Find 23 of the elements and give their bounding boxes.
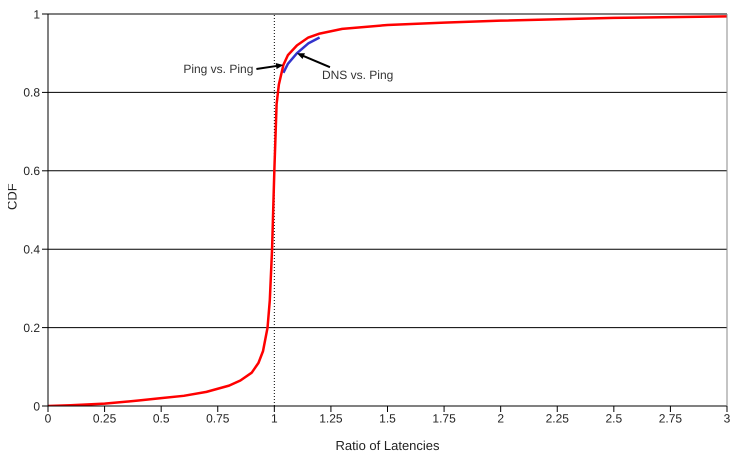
x-tick-label: 0.75 bbox=[206, 412, 230, 426]
x-tick-label: 1.75 bbox=[432, 412, 456, 426]
x-axis-title: Ratio of Latencies bbox=[335, 438, 440, 453]
y-tick-label: 0 bbox=[33, 399, 40, 414]
y-tick-label: 0.2 bbox=[23, 320, 40, 335]
x-tick-label: 0 bbox=[44, 412, 52, 426]
x-tick-label: 2 bbox=[497, 412, 504, 426]
x-tick-label: 1.5 bbox=[379, 412, 396, 426]
line-series bbox=[282, 36, 321, 74]
text: Ping vs. Ping bbox=[183, 62, 254, 76]
text: DNS vs. Ping bbox=[322, 68, 394, 82]
x-tick-label: 1 bbox=[270, 412, 278, 426]
x-tick-label: 2.25 bbox=[546, 412, 570, 426]
x-tick-label: 3 bbox=[724, 412, 731, 426]
x-tick-label: 2.5 bbox=[605, 412, 622, 426]
x-tick-label: 0.25 bbox=[92, 412, 117, 426]
y-tick-label: 0.4 bbox=[23, 242, 40, 256]
x-tick-label: 0.5 bbox=[152, 412, 170, 426]
y-tick-label: 0.6 bbox=[23, 164, 40, 178]
x-tick-label: 2.75 bbox=[658, 412, 682, 426]
x-tick-label: 1.25 bbox=[319, 412, 343, 426]
y-tick-label: 1 bbox=[33, 7, 40, 22]
y-tick-label: 0.8 bbox=[23, 86, 40, 100]
